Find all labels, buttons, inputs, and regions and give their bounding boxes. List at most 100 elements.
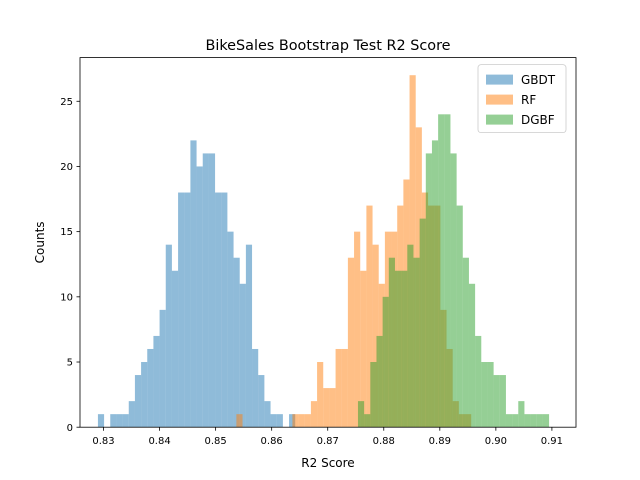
x-tick-label: 0.89: [429, 436, 451, 447]
bar-dgbf-2: [370, 362, 377, 428]
x-tick-label: 0.91: [541, 436, 563, 447]
bar-dgbf-21: [487, 362, 494, 428]
bar-rf-13: [366, 205, 373, 428]
bar-dgbf-20: [481, 362, 488, 428]
y-tick-label: 10: [60, 292, 73, 303]
bar-gbdt-6: [134, 375, 142, 428]
bar-rf-3: [304, 414, 311, 428]
bar-dgbf-27: [524, 414, 531, 428]
x-tick-label: 0.90: [485, 436, 507, 447]
legend-swatch-rf: [486, 94, 513, 105]
x-axis: 0.83 0.84 0.85 0.86 0.87 0.88 0.89 0.90 0.91: [92, 427, 563, 447]
bar-gbdt-13: [178, 192, 185, 428]
bar-dgbf-29: [536, 414, 543, 428]
y-tick-label: 15: [60, 227, 73, 238]
bar-gbdt-29: [276, 414, 283, 428]
x-tick-label: 0.87: [317, 436, 339, 447]
bar-dgbf-17: [462, 257, 469, 428]
bar-dgbf-13: [438, 114, 445, 428]
y-tick-label: 0: [67, 423, 73, 434]
bars-layer: [97, 75, 550, 428]
series-gbdt: [97, 140, 296, 428]
legend: GBDT RF DGBF: [477, 64, 567, 133]
bar-gbdt-27: [264, 401, 271, 428]
bar-dgbf-18: [468, 283, 476, 428]
bar-dgbf-22: [493, 375, 500, 428]
bar-rf-7: [329, 388, 336, 428]
bar-dgbf-8: [407, 244, 414, 428]
y-tick-label: 20: [60, 162, 73, 173]
legend-label-rf: RF: [521, 93, 536, 107]
y-tick-label: 5: [67, 358, 73, 369]
bar-dgbf-11: [425, 153, 432, 428]
bar-rf-14: [372, 244, 379, 428]
bar-gbdt-23: [239, 283, 246, 428]
bar-dgbf-30: [542, 414, 550, 428]
bar-dgbf-19: [475, 335, 482, 428]
bar-gbdt-9: [153, 335, 160, 428]
x-tick-label: 0.83: [92, 436, 114, 447]
chart-title: BikeSales Bootstrap Test R2 Score: [205, 38, 450, 54]
bar-dgbf-23: [499, 375, 506, 428]
bar-dgbf-25: [512, 414, 519, 428]
legend-swatch-dgbf: [486, 114, 513, 125]
bar-gbdt-11: [165, 244, 172, 428]
bar-gbdt-12: [171, 270, 179, 428]
bar-gbdt-28: [270, 414, 277, 428]
bar-rf-1: [292, 414, 299, 428]
x-tick-label: 0.84: [148, 436, 170, 447]
bar-dgbf-12: [431, 140, 439, 428]
x-tick-label: 0.88: [373, 436, 395, 447]
legend-swatch-gbdt: [486, 74, 513, 85]
x-tick-label: 0.85: [204, 436, 226, 447]
bar-rf-9: [341, 348, 348, 428]
bar-dgbf-15: [450, 153, 457, 428]
bar-gbdt-3: [116, 414, 123, 428]
x-axis-label: R2 Score: [301, 456, 354, 470]
bar-gbdt-0: [97, 414, 105, 428]
bar-gbdt-22: [233, 257, 240, 428]
bar-rf-8: [335, 348, 342, 428]
bar-rf-4: [310, 401, 318, 428]
bar-gbdt-15: [190, 140, 197, 428]
bar-gbdt-4: [122, 414, 129, 428]
bar-gbdt-14: [184, 192, 191, 428]
bar-gbdt-26: [258, 375, 265, 428]
bar-dgbf-26: [518, 401, 525, 428]
bar-rf-11: [354, 231, 361, 428]
y-tick-label: 25: [60, 97, 73, 108]
bar-rf-10: [347, 257, 355, 428]
bar-dgbf-6: [394, 270, 402, 428]
y-axis: 0 5 10 15 20 25: [60, 97, 80, 434]
bar-rf-0: [236, 414, 243, 428]
bar-gbdt-10: [159, 309, 166, 428]
bar-dgbf-24: [505, 414, 513, 428]
bar-gbdt-5: [128, 401, 135, 428]
bar-dgbf-9: [413, 257, 420, 428]
bar-dgbf-14: [444, 114, 451, 428]
x-tick-label: 0.86: [261, 436, 283, 447]
bar-dgbf-5: [388, 257, 395, 428]
bar-dgbf-4: [382, 296, 389, 428]
bar-gbdt-25: [252, 348, 259, 428]
bar-gbdt-21: [227, 231, 234, 428]
bar-gbdt-16: [196, 166, 203, 428]
bar-gbdt-18: [208, 153, 216, 428]
bar-dgbf-10: [419, 218, 426, 428]
bar-dgbf-7: [401, 270, 408, 428]
bar-dgbf-16: [456, 205, 463, 428]
bar-gbdt-17: [202, 153, 209, 428]
bar-rf-2: [298, 414, 305, 428]
bar-gbdt-20: [221, 192, 228, 428]
bar-dgbf-0: [357, 401, 365, 428]
bar-gbdt-7: [141, 362, 148, 428]
bar-rf-5: [317, 362, 324, 428]
legend-label-dgbf: DGBF: [521, 113, 555, 127]
bar-gbdt-2: [110, 414, 117, 428]
series-dgbf: [357, 114, 550, 428]
bar-dgbf-1: [364, 414, 371, 428]
legend-label-gbdt: GBDT: [521, 73, 556, 87]
bar-rf-6: [323, 388, 330, 428]
bar-rf-12: [360, 270, 367, 428]
